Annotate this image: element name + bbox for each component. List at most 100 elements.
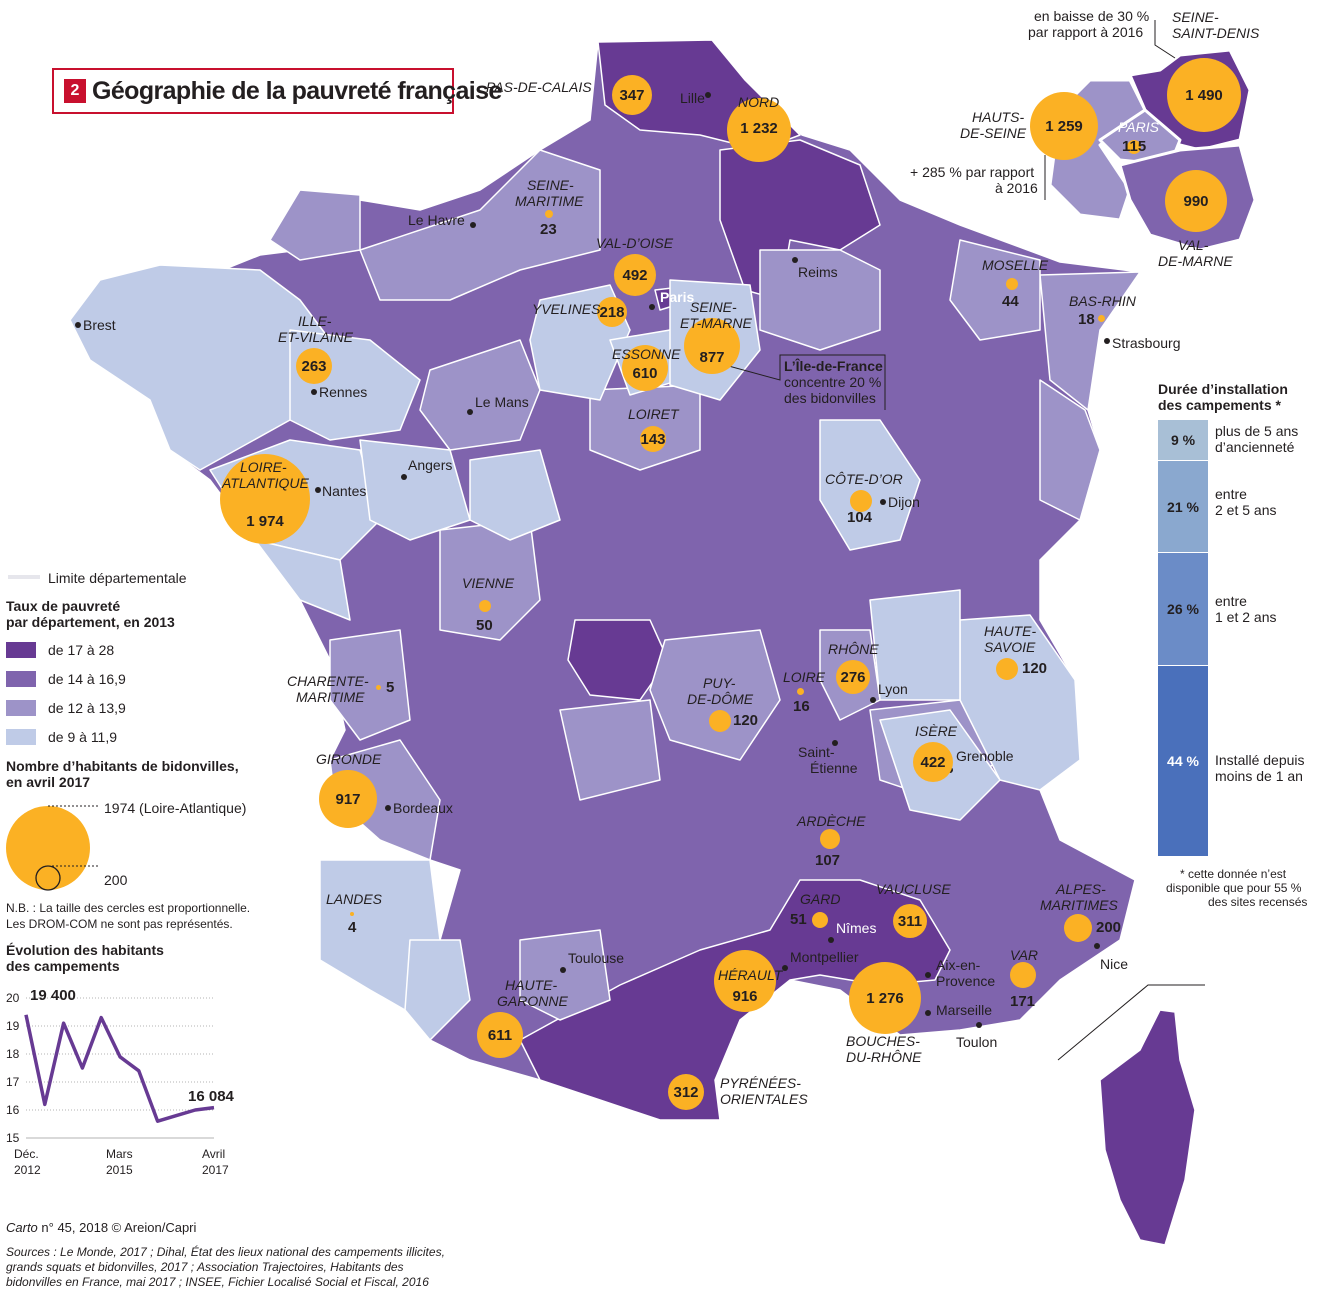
label-seine-saint-denis-1: SEINE- bbox=[1172, 9, 1219, 25]
region-cote-or bbox=[819, 419, 921, 551]
value-gard: 51 bbox=[790, 911, 807, 928]
bubble-loire-atlantique: 1 974 bbox=[220, 454, 310, 544]
bubble-landes bbox=[350, 912, 354, 916]
label-loire: LOIRE bbox=[783, 669, 826, 685]
label-yvelines: YVELINES bbox=[532, 301, 601, 317]
region-charente-m bbox=[329, 629, 411, 741]
bubble-val-de-marne: 990 bbox=[1165, 170, 1227, 232]
evo-y-tick: 20 bbox=[6, 991, 20, 1005]
note-hds-2: à 2016 bbox=[995, 180, 1038, 196]
value-landes: 4 bbox=[348, 919, 357, 936]
bubble-yvelines: 218 bbox=[597, 297, 627, 327]
leader-ssd bbox=[1154, 20, 1176, 59]
duration-footnote-1: * cette donnée n’est bbox=[1180, 867, 1287, 881]
duration-label-3b: 1 et 2 ans bbox=[1215, 609, 1277, 625]
note-hds-1: + 285 % par rapport bbox=[910, 164, 1035, 180]
region-champagne bbox=[759, 249, 881, 351]
evo-end-label: 16 084 bbox=[188, 1088, 234, 1105]
credit-sources-2: grands squats et bidonvilles, 2017 ; Ass… bbox=[6, 1260, 404, 1274]
label-pyrenees-2: ORIENTALES bbox=[720, 1091, 808, 1107]
bubble-ardeche bbox=[820, 829, 840, 849]
bubble-nord: 1 232 bbox=[727, 98, 791, 162]
duration-seg-2: 21 % bbox=[1158, 461, 1208, 552]
bubble-pyrenees-orientales: 312 bbox=[668, 1074, 704, 1110]
evolution-chart bbox=[24, 997, 215, 1139]
label-vienne: VIENNE bbox=[462, 575, 515, 591]
region-creuse bbox=[567, 619, 669, 701]
bubble-gard bbox=[812, 912, 828, 928]
label-hauts-de-seine-1: HAUTS- bbox=[972, 109, 1025, 125]
value-cote-d-or: 104 bbox=[847, 509, 873, 526]
region-indre-loire bbox=[469, 449, 561, 541]
legend-class-3: de 12 à 13,9 bbox=[48, 700, 126, 716]
bubble-bas-rhin bbox=[1098, 315, 1105, 322]
label-ille-et-vilaine-2: ET-VILAINE bbox=[278, 329, 353, 345]
bubble-charente-maritime bbox=[376, 685, 381, 690]
city-nice: Nice bbox=[1100, 956, 1129, 972]
label-seine-maritime-1: SEINE- bbox=[527, 177, 574, 193]
city-lyon: Lyon bbox=[878, 681, 908, 697]
evo-series-line bbox=[24, 1014, 215, 1123]
region-puy-de-dome bbox=[649, 629, 781, 761]
duration-footnote-2: disponible que pour 55 % bbox=[1166, 881, 1302, 895]
value-haute-savoie: 120 bbox=[1022, 660, 1048, 677]
value-alpes-maritimes: 200 bbox=[1096, 919, 1122, 936]
bubble-essonne: 610 bbox=[622, 345, 668, 391]
legend-class-4: de 9 à 11,9 bbox=[48, 729, 118, 745]
evo-x-label-3b: 2017 bbox=[202, 1163, 229, 1177]
note-idf-2: concentre 20 % bbox=[784, 374, 882, 390]
legend-swatch-3 bbox=[6, 700, 36, 716]
bubble-herault: 916 bbox=[714, 950, 776, 1012]
legend-note-1: N.B. : La taille des cercles est proport… bbox=[6, 901, 251, 915]
label-bas-rhin: BAS-RHIN bbox=[1069, 293, 1136, 309]
label-gard: GARD bbox=[800, 891, 841, 907]
bubble-seine-maritime bbox=[545, 210, 553, 218]
bubble-vienne bbox=[479, 600, 491, 612]
label-loiret: LOIRET bbox=[628, 406, 679, 422]
duration-footnote-3: des sites recensés bbox=[1208, 895, 1308, 909]
label-seine-maritime-2: MARITIME bbox=[515, 193, 584, 209]
evo-y-tick: 17 bbox=[6, 1075, 20, 1089]
label-herault: HÉRAULT bbox=[718, 967, 783, 983]
label-landes: LANDES bbox=[326, 891, 383, 907]
bubble-pas-de-calais: 347 bbox=[612, 75, 652, 115]
label-ille-et-vilaine-1: ILLE- bbox=[298, 313, 332, 329]
legend-circle-big bbox=[6, 806, 90, 890]
label-alpes-maritimes-2: MARITIMES bbox=[1040, 897, 1118, 913]
label-pas-de-calais: PAS-DE-CALAIS bbox=[486, 79, 592, 95]
bubble-paris-inset bbox=[1127, 140, 1141, 154]
bubble-haute-garonne: 611 bbox=[477, 1012, 523, 1058]
evo-x-label-1b: 2012 bbox=[14, 1163, 41, 1177]
label-val-de-marne-2: DE-MARNE bbox=[1158, 253, 1233, 269]
bubble-cote-d-or bbox=[850, 490, 872, 512]
label-haute-garonne-2: GARONNE bbox=[497, 993, 568, 1009]
city-paris: Paris bbox=[660, 289, 695, 305]
region-haute-savoie bbox=[959, 614, 1081, 791]
evo-title-1: Évolution des habitants bbox=[6, 942, 164, 958]
leader-idf bbox=[724, 354, 886, 410]
evo-x-label-1a: Déc. bbox=[14, 1147, 39, 1161]
credit-sources-3: bidonvilles en France, mai 2017 ; INSEE,… bbox=[6, 1275, 429, 1289]
duration-title-1: Durée d’installation bbox=[1158, 381, 1288, 397]
legend-swatch-1 bbox=[6, 642, 36, 658]
bubble-vaucluse: 311 bbox=[893, 904, 927, 938]
legend-swatch-2 bbox=[6, 671, 36, 687]
city-aix-2: Provence bbox=[936, 973, 996, 989]
value-ardeche: 107 bbox=[815, 852, 841, 869]
label-isere: ISÈRE bbox=[915, 723, 958, 739]
city-le-havre: Le Havre bbox=[408, 212, 465, 228]
leader-corse bbox=[1057, 984, 1205, 1061]
label-vaucluse: VAUCLUSE bbox=[876, 881, 951, 897]
duration-label-4b: moins de 1 an bbox=[1215, 768, 1303, 784]
value-vienne: 50 bbox=[476, 617, 493, 634]
label-paris-inset: PARIS bbox=[1118, 119, 1159, 135]
bubble-rhone: 276 bbox=[836, 660, 870, 694]
region-maine-loire bbox=[359, 439, 471, 541]
label-loire-atlantique-2: ATLANTIQUE bbox=[222, 475, 309, 491]
label-cote-d-or: CÔTE-D’OR bbox=[825, 471, 903, 487]
evo-x-label-3a: Avril bbox=[202, 1147, 226, 1161]
label-seine-saint-denis-2: SAINT-DENIS bbox=[1172, 25, 1260, 41]
legend-bubble-title-2: en avril 2017 bbox=[6, 774, 91, 790]
bubble-hauts-de-seine: 1 259 bbox=[1030, 92, 1098, 160]
